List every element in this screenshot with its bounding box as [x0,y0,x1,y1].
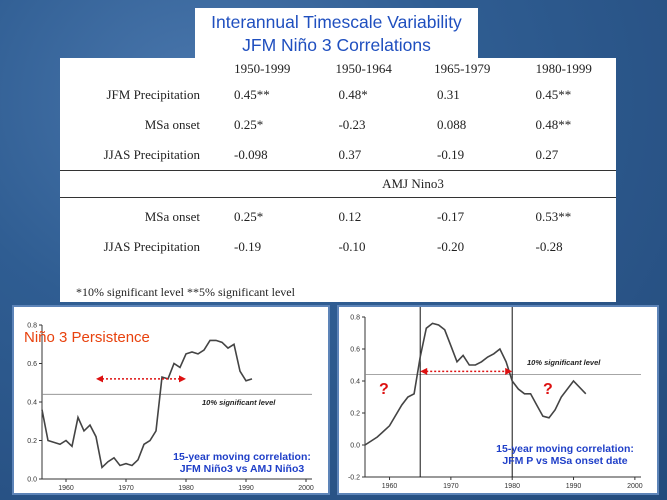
table-cell: 0.25* [234,117,264,132]
table-header-row: 1950-1999 1950-1964 1965-1979 1980-1999 [60,58,616,80]
y-tick-label: 0.0 [350,443,360,450]
left-chart-panel: 0.0 0.2 0.4 0.6 0.8 1960 1970 1980 1990 2000 10% s… [12,305,330,495]
arrowhead-left [420,367,428,375]
x-tick-label: 2000 [627,483,643,490]
table-cell: 0.25* [234,209,264,224]
significance-note: *10% significant level **5% significant … [76,285,295,299]
correlation-series-line [41,339,253,469]
y-tick-label: 0.6 [27,361,37,368]
table-row: JJAS Precipitation -0.098 0.37 -0.19 0.2… [60,140,616,171]
persistence-chart: 0.0 0.2 0.4 0.6 0.8 1960 1970 1980 1990 2000 10% s… [24,323,314,493]
persistence-title: Niño 3 Persistence [24,329,150,346]
y-tick-label: 0.8 [27,323,37,330]
table-cell: 0.45** [234,87,270,102]
correlation-series-line [364,322,587,446]
group2-header-row: AMJ Nino3 [60,170,616,198]
precip-onset-chart: -0.2 0.0 0.2 0.4 0.6 0.8 1960 1970 1980 1990 2000 1… [348,299,643,490]
y-tick-label: 0.4 [350,379,360,386]
chart-caption-line-2: JFM Niño3 vs AMJ Niño3 [180,463,305,475]
question-mark-left: ? [379,381,389,398]
x-tick-label: 1980 [178,485,194,492]
table-cell: 0.48** [535,117,572,132]
question-mark-right: ? [543,381,553,398]
table-cell: -0.23 [338,117,366,132]
row-label: MSa onset [144,117,200,132]
slide-title: Interannual Timescale Variability JFM Ni… [195,8,478,58]
table-cell: -0.20 [436,239,465,254]
y-tick-label: 0.0 [27,477,37,484]
significance-label: 10% significant level [202,398,276,407]
y-tick-label: 0.2 [27,438,37,445]
y-tick-label: 0.2 [350,411,360,418]
row-label: MSa onset [144,209,200,224]
table-cell: 0.12 [338,209,362,224]
table-col-header: 1980-1999 [535,61,592,76]
table-cell: 0.53** [535,209,572,224]
significance-label: 10% significant level [527,358,601,367]
y-tick-label: 0.6 [350,347,360,354]
y-tick-label: 0.8 [350,315,360,322]
chart-caption-line-1: 15-year moving correlation: [173,451,311,463]
table-cell: 0.48* [338,87,368,102]
table-cell: 0.37 [338,147,362,162]
table-cell: -0.10 [338,239,366,254]
x-tick-label: 2000 [298,485,314,492]
table-row: MSa onset 0.25* 0.12 -0.17 0.53** [60,202,616,232]
row-label: JFM Precipitation [106,87,200,102]
group2-header-empty [60,170,210,198]
title-line-1: Interannual Timescale Variability [211,12,462,32]
x-tick-label: 1980 [504,483,520,490]
arrowhead-right [505,367,513,375]
divider-cell [60,197,616,202]
table-cell: -0.098 [234,147,268,162]
table-cell: -0.28 [535,239,563,254]
y-tick-label: 0.4 [27,400,37,407]
arrowhead-right [179,375,186,383]
x-tick-label: 1990 [566,483,582,490]
group2-header: AMJ Nino3 [210,170,616,198]
table-header-empty [60,58,210,80]
table-cell: -0.17 [436,209,465,224]
table-cell: -0.19 [436,147,465,162]
x-tick-label: 1970 [118,485,134,492]
correlation-table: 1950-1999 1950-1964 1965-1979 1980-1999 … [60,58,616,262]
table-cell: -0.19 [234,239,262,254]
y-tick-label: -0.2 [348,475,360,482]
table-col-header: 1950-1999 [234,61,291,76]
table-cell: 0.31 [436,87,460,102]
row-label: JJAS Precipitation [103,239,200,254]
table-row: JJAS Precipitation -0.19 -0.10 -0.20 -0.… [60,232,616,262]
table-cell: 0.27 [535,147,559,162]
correlation-table-panel: 1950-1999 1950-1964 1965-1979 1980-1999 … [60,58,616,302]
chart-caption-line-2: JFM P vs MSa onset date [502,455,627,467]
row-label: JJAS Precipitation [103,147,200,162]
chart-caption-line-1: 15-year moving correlation: [496,443,634,455]
title-line-2: JFM Niño 3 Correlations [242,35,431,55]
group2-divider [60,197,616,202]
table-row: JFM Precipitation 0.45** 0.48* 0.31 0.45… [60,80,616,110]
arrowhead-left [96,375,103,383]
table-cell: 0.45** [535,87,572,102]
table-col-header: 1950-1964 [335,61,392,76]
table-cell: 0.088 [436,117,467,132]
x-tick-label: 1960 [58,485,74,492]
table-row: MSa onset 0.25* -0.23 0.088 0.48** [60,110,616,140]
x-tick-label: 1970 [443,483,459,490]
right-chart-panel: -0.2 0.0 0.2 0.4 0.6 0.8 1960 1970 1980 1990 2000 1… [337,299,659,495]
x-tick-label: 1990 [238,485,254,492]
table-col-header: 1965-1979 [434,61,491,76]
x-tick-label: 1960 [382,483,398,490]
